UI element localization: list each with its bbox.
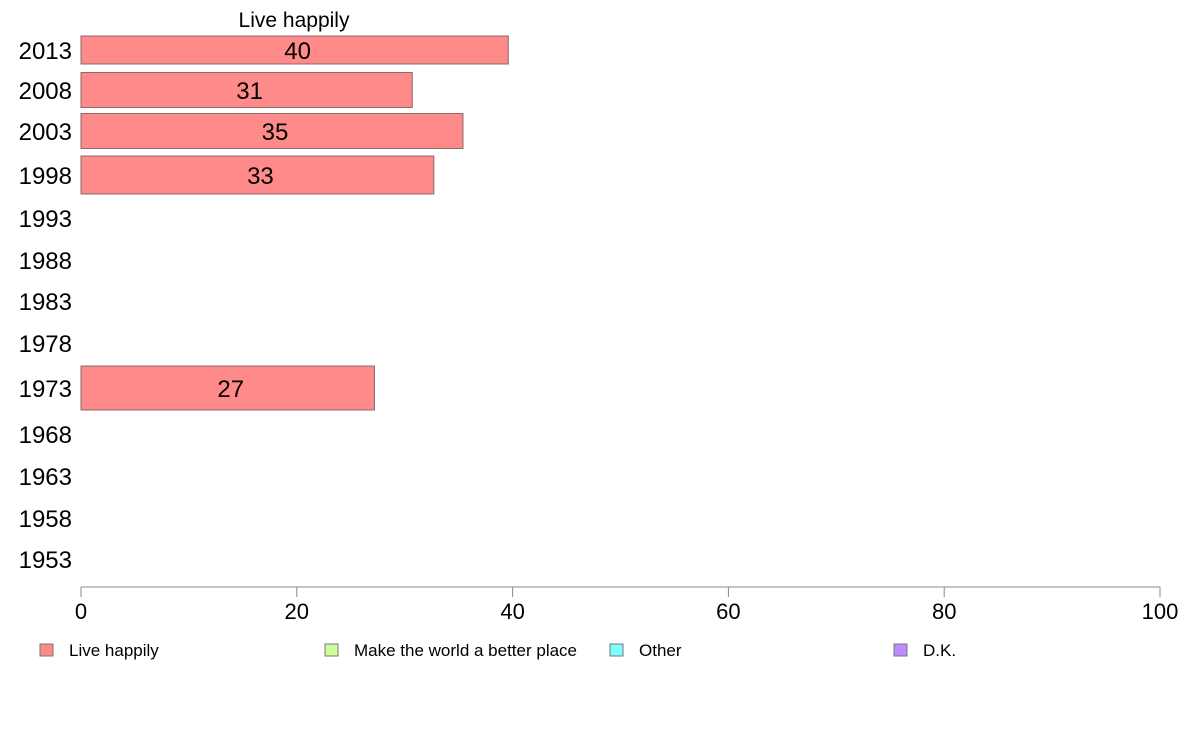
x-tick-label: 60 [716,599,740,624]
x-tick-label: 80 [932,599,956,624]
bar [80,365,375,411]
data-label: 35 [262,119,289,146]
category-label: 1988 [19,248,72,275]
bar [80,72,413,108]
category-label: 1973 [19,376,72,403]
category-label: 1993 [19,206,72,233]
bar [80,155,435,195]
category-label: 1968 [19,422,72,449]
category-labels: 2013 2008 2003 1998 1993 1988 1983 1978 1973 1968… [19,38,72,574]
category-label: 1978 [19,331,72,358]
legend-label: Live happily [69,641,159,660]
data-label: 27 [217,376,244,403]
data-label: 31 [236,78,263,105]
category-label: 1963 [19,464,72,491]
x-tick-label: 100 [1142,599,1179,624]
category-label: 2003 [19,119,72,146]
bars-layer: 40 31 35 33 27 [80,35,509,411]
category-label: 1953 [19,547,72,574]
category-label: 2013 [19,38,72,65]
legend-swatch [39,643,54,657]
category-label: 1998 [19,163,72,190]
legend-label: Make the world a better place [354,641,577,660]
x-axis: 0 20 40 60 80 100 [75,586,1179,624]
x-tick-label: 0 [75,599,87,624]
x-tick-label: 40 [500,599,524,624]
category-label: 1958 [19,506,72,533]
legend-swatch [893,643,908,657]
legend: Live happily Make the world a better plac… [39,641,956,660]
data-label: 40 [284,38,311,65]
chart-title: Live happily [239,9,350,32]
bar [80,35,509,65]
x-tick-label: 20 [285,599,309,624]
legend-swatch [609,643,624,657]
category-label: 1983 [19,289,72,316]
legend-label: D.K. [923,641,956,660]
category-label: 2008 [19,78,72,105]
legend-label: Other [639,641,682,660]
legend-swatch [324,643,339,657]
bar [80,113,464,149]
data-label: 33 [247,163,274,190]
